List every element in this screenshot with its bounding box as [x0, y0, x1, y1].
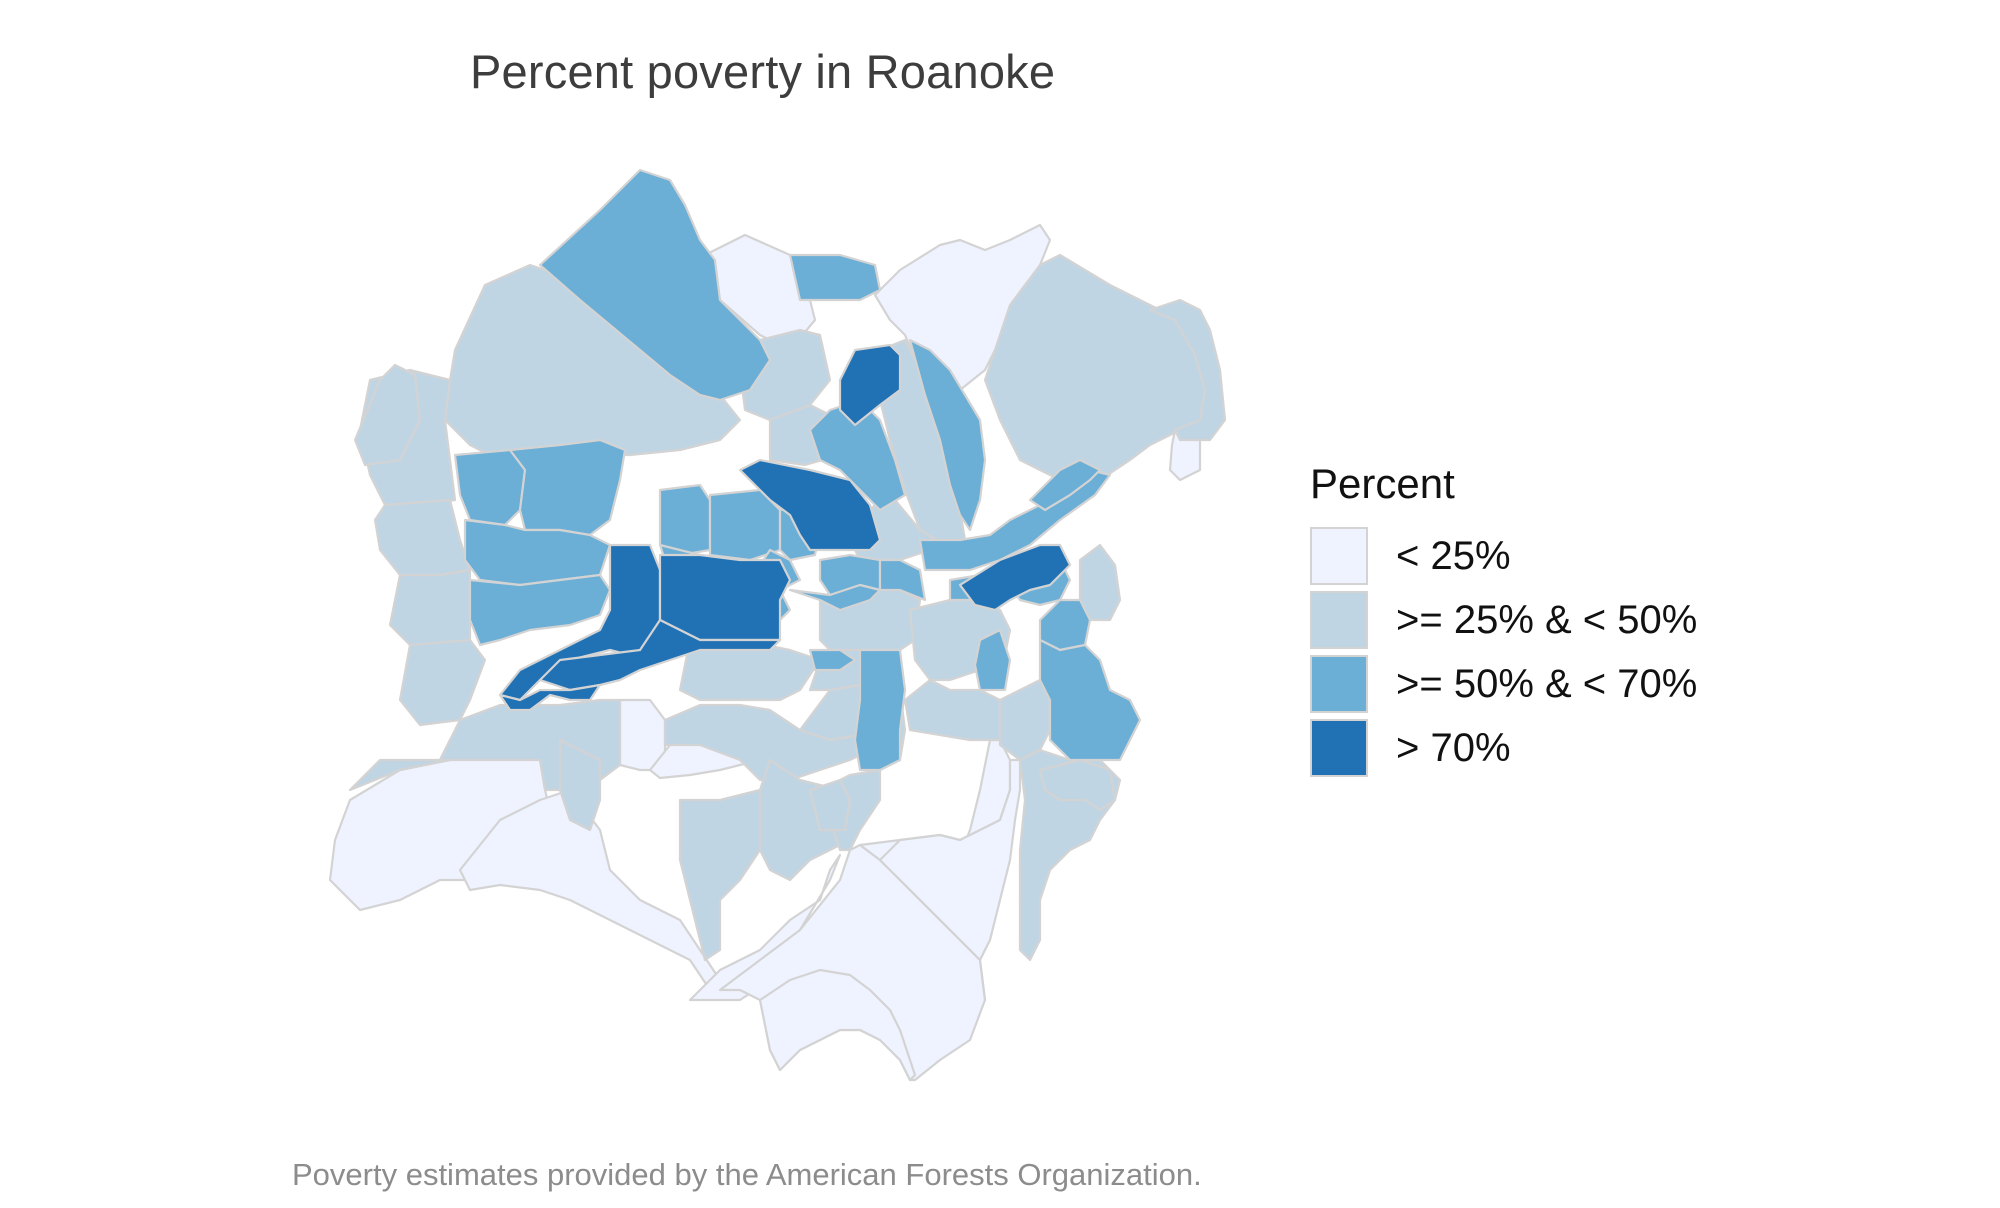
district-center-north-dark: [738, 458, 882, 552]
legend-item: >= 50% & < 70%: [1310, 652, 1697, 716]
district-east-far: [1148, 298, 1227, 442]
district-west-outer-4: [398, 638, 487, 727]
district-south-small-3: [808, 778, 852, 832]
district-west-dark-2: [658, 553, 792, 642]
district-southeast-ridge: [878, 758, 1022, 1002]
district-west-center-2: [508, 438, 627, 537]
district-east-edge: [1078, 543, 1122, 622]
district-west-outer-2: [373, 498, 472, 577]
district-west-south-3: [558, 738, 602, 832]
district-north-dark: [838, 343, 902, 427]
legend-label: < 25%: [1396, 533, 1511, 578]
district-center-mid-5: [788, 583, 882, 612]
district-east-center-3: [1038, 598, 1092, 652]
legend-label: >= 25% & < 50%: [1396, 597, 1698, 642]
district-south-band-3: [678, 788, 762, 962]
district-east-dark: [958, 543, 1072, 612]
district-west-center-4: [468, 573, 612, 647]
legend-item: >= 25% & < 50%: [1310, 588, 1697, 652]
legend: Percent < 25% >= 25% & < 50% >= 50% & < …: [1310, 460, 1697, 780]
district-north-top: [788, 253, 882, 302]
district-north-1: [703, 233, 817, 352]
district-northwest-large: [538, 168, 772, 402]
map-title: Percent poverty in Roanoke: [470, 45, 1056, 98]
district-west-center-1: [453, 448, 527, 527]
district-west-north: [353, 363, 422, 467]
district-center-south-small: [808, 648, 857, 672]
district-west-dark-3: [538, 618, 782, 692]
legend-swatch: [1310, 655, 1368, 713]
legend-swatch: [1310, 591, 1368, 649]
legend-item: > 70%: [1310, 716, 1697, 780]
district-east-center-4: [1038, 638, 1142, 762]
district-south-center-strip: [853, 648, 907, 772]
district-west-center-3: [463, 518, 612, 587]
legend-item: < 25%: [1310, 524, 1697, 588]
district-east-north-strip: [1028, 458, 1102, 512]
district-east-south-2: [998, 678, 1052, 762]
district-east-center-5: [973, 628, 1012, 692]
district-south-far: [758, 968, 917, 1082]
district-north-east-strip: [908, 338, 987, 532]
source-caption: Poverty estimates provided by the Americ…: [292, 1157, 1202, 1192]
district-west-outer-3: [388, 568, 472, 647]
legend-label: > 70%: [1396, 725, 1511, 770]
district-southeast-tail: [1038, 758, 1117, 812]
district-center-west-1: [658, 483, 712, 557]
legend-swatch: [1310, 719, 1368, 777]
district-east-south-1: [903, 678, 1002, 742]
legend-title: Percent: [1310, 460, 1455, 507]
legend-label: >= 50% & < 70%: [1396, 661, 1698, 706]
legend-swatch: [1310, 527, 1368, 585]
district-west-dark-4: [498, 683, 602, 712]
